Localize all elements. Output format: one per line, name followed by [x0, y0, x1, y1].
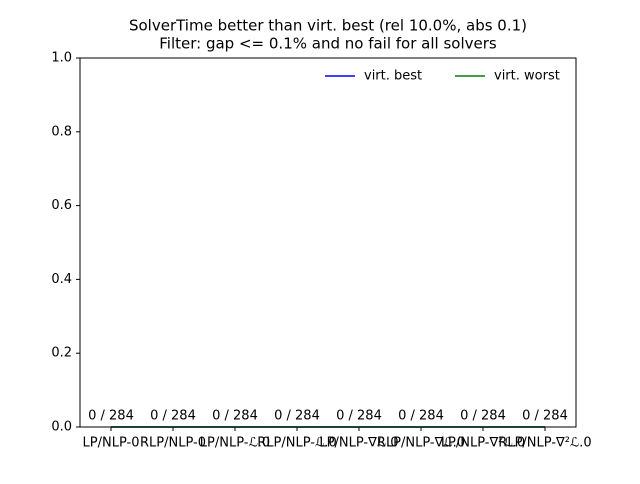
y-tick-label: 0.6 [51, 198, 72, 213]
legend-label: virt. worst [494, 69, 560, 84]
value-label: 0 / 284 [88, 409, 134, 424]
x-tick-label: LP/NLP-∇²ℒ.0 [441, 436, 525, 451]
y-tick-label: 1.0 [51, 51, 72, 66]
x-tick-label: LP/NLP-ℒ.0 [200, 436, 270, 451]
y-tick-label: 0.2 [51, 346, 72, 361]
y-tick-label: 0.4 [51, 272, 72, 287]
value-label: 0 / 284 [460, 409, 506, 424]
x-tick-label: RLP/NLP-0 [140, 436, 206, 451]
value-label: 0 / 284 [274, 409, 320, 424]
plot-frame [79, 57, 577, 428]
chart-subtitle: Filter: gap <= 0.1% and no fail for all … [159, 35, 497, 53]
x-tick-label: LP/NLP-∇ℒ.0 [319, 436, 398, 451]
chart-title: SolverTime better than virt. best (rel 1… [129, 17, 527, 35]
value-label: 0 / 284 [212, 409, 258, 424]
y-tick-label: 0.8 [51, 124, 72, 139]
x-tick-label: RLP/NLP-∇ℒ.0 [377, 436, 465, 451]
x-tick-label: LP/NLP-0 [83, 436, 140, 451]
value-label: 0 / 284 [398, 409, 444, 424]
value-label: 0 / 284 [336, 409, 382, 424]
x-tick-label: RLP/NLP-ℒ.0 [257, 436, 336, 451]
value-label: 0 / 284 [150, 409, 196, 424]
y-tick-label: 0.0 [51, 420, 72, 435]
value-label: 0 / 284 [522, 409, 568, 424]
x-tick-label: RLP/NLP-∇²ℒ.0 [498, 436, 591, 451]
legend-label: virt. best [364, 69, 422, 84]
